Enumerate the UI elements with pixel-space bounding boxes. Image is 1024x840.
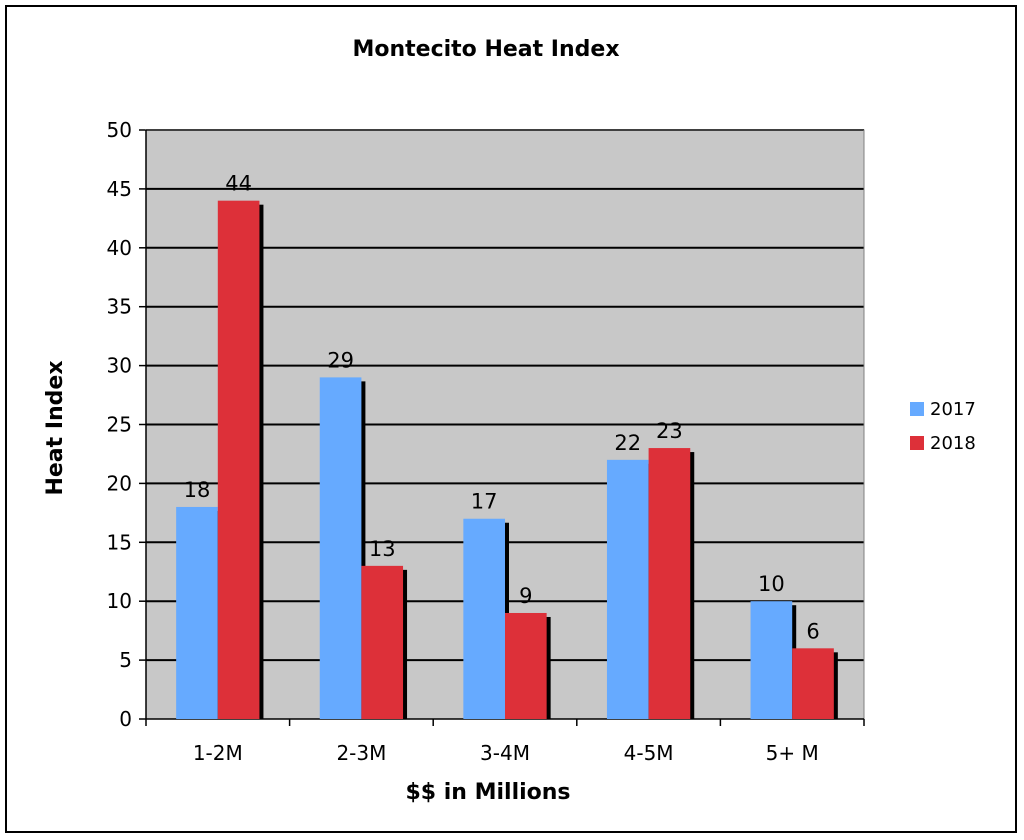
x-tick-label: 4-5M (624, 741, 674, 765)
data-label: 29 (327, 348, 354, 372)
legend-swatch-2018 (910, 436, 924, 450)
y-tick-label: 35 (107, 295, 132, 319)
plot-area: 0 5 10 15 20 25 30 35 40 45 50 1-2M 18 44 2-3M 29 13 3-4M… (107, 118, 865, 765)
x-tick-label: 3-4M (480, 741, 530, 765)
bar-2018-4-5M[interactable] (648, 448, 691, 719)
y-tick-label: 15 (107, 530, 132, 554)
bar-2017-4-5M[interactable] (606, 459, 649, 719)
bar-2017-5+ M[interactable] (750, 601, 793, 719)
data-label: 10 (758, 572, 785, 596)
data-label: 22 (614, 431, 641, 455)
legend-label-2018: 2018 (930, 433, 976, 454)
bar-2018-5+ M[interactable] (792, 648, 834, 719)
bar-2018-2-3M[interactable] (361, 565, 404, 719)
x-tick-label: 1-2M (193, 741, 243, 765)
x-axis-title: $$ in Millions (405, 780, 570, 805)
y-tick-label: 25 (107, 413, 132, 437)
data-label: 9 (519, 584, 532, 608)
data-label: 17 (471, 490, 498, 514)
y-tick-label: 20 (107, 471, 132, 495)
y-tick-label: 30 (107, 354, 132, 378)
legend-swatch-2017 (910, 402, 924, 416)
y-tick-label: 50 (107, 118, 132, 142)
y-tick-label: 0 (119, 707, 132, 731)
data-label: 18 (184, 478, 211, 502)
bar-2018-1-2M[interactable] (217, 200, 260, 719)
legend-label-2017: 2017 (930, 399, 976, 420)
bar-2018-3-4M[interactable] (505, 612, 547, 719)
bar-2017-2-3M[interactable] (319, 377, 362, 719)
y-tick-label: 45 (107, 177, 132, 201)
x-tick-label: 5+ M (766, 741, 819, 765)
y-tick-label: 10 (107, 589, 132, 613)
bar-2017-1-2M[interactable] (176, 506, 218, 719)
data-label: 44 (225, 172, 252, 196)
x-tick-label: 2-3M (336, 741, 386, 765)
chart-title: Montecito Heat Index (352, 37, 619, 62)
y-tick-label: 5 (119, 648, 132, 672)
data-label: 13 (369, 537, 396, 561)
data-label: 23 (656, 419, 683, 443)
y-axis-title: Heat Index (43, 360, 68, 495)
data-label: 6 (806, 619, 819, 643)
legend: 2017 2018 (910, 399, 976, 454)
y-tick-label: 40 (107, 236, 132, 260)
bar-2017-3-4M[interactable] (463, 518, 505, 719)
